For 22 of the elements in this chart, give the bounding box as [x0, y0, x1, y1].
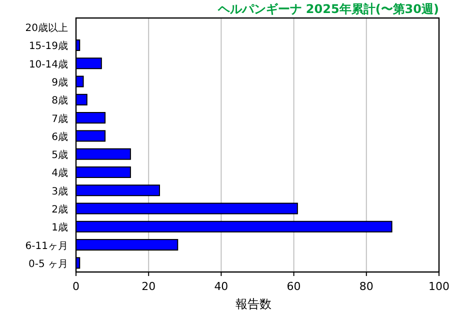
y-tick-label: 15-19歳	[28, 40, 68, 52]
y-tick-label: 0-5 ヶ月	[28, 258, 68, 270]
y-tick-label: 9歳	[52, 76, 68, 88]
x-tick-label: 20	[142, 280, 156, 293]
x-tick-label: 80	[359, 280, 374, 293]
y-tick-label: 8歳	[52, 94, 68, 107]
y-tick-label: 6歳	[52, 130, 68, 143]
x-tick-label: 100	[428, 280, 450, 293]
y-tick-label: 7歳	[52, 112, 68, 125]
y-tick-label: 2歳	[52, 204, 68, 216]
y-tick-label: 6-11ヶ月	[25, 240, 68, 252]
y-tick-label: 1歳	[52, 222, 68, 234]
y-tick-label: 5歳	[52, 149, 68, 162]
x-tick-label: 0	[72, 280, 80, 293]
y-tick-label: 20歳以上	[25, 22, 68, 34]
y-tick-label: 3歳	[52, 185, 68, 198]
y-tick-label: 10-14歳	[28, 58, 68, 70]
y-tick-label: 4歳	[52, 167, 68, 180]
chart-title: ヘルパンギーナ 2025年累計(〜第30週)	[216, 2, 439, 16]
x-axis-title: 報告数	[236, 297, 272, 311]
x-tick-label: 60	[286, 280, 301, 293]
x-tick-label: 40	[214, 280, 228, 293]
